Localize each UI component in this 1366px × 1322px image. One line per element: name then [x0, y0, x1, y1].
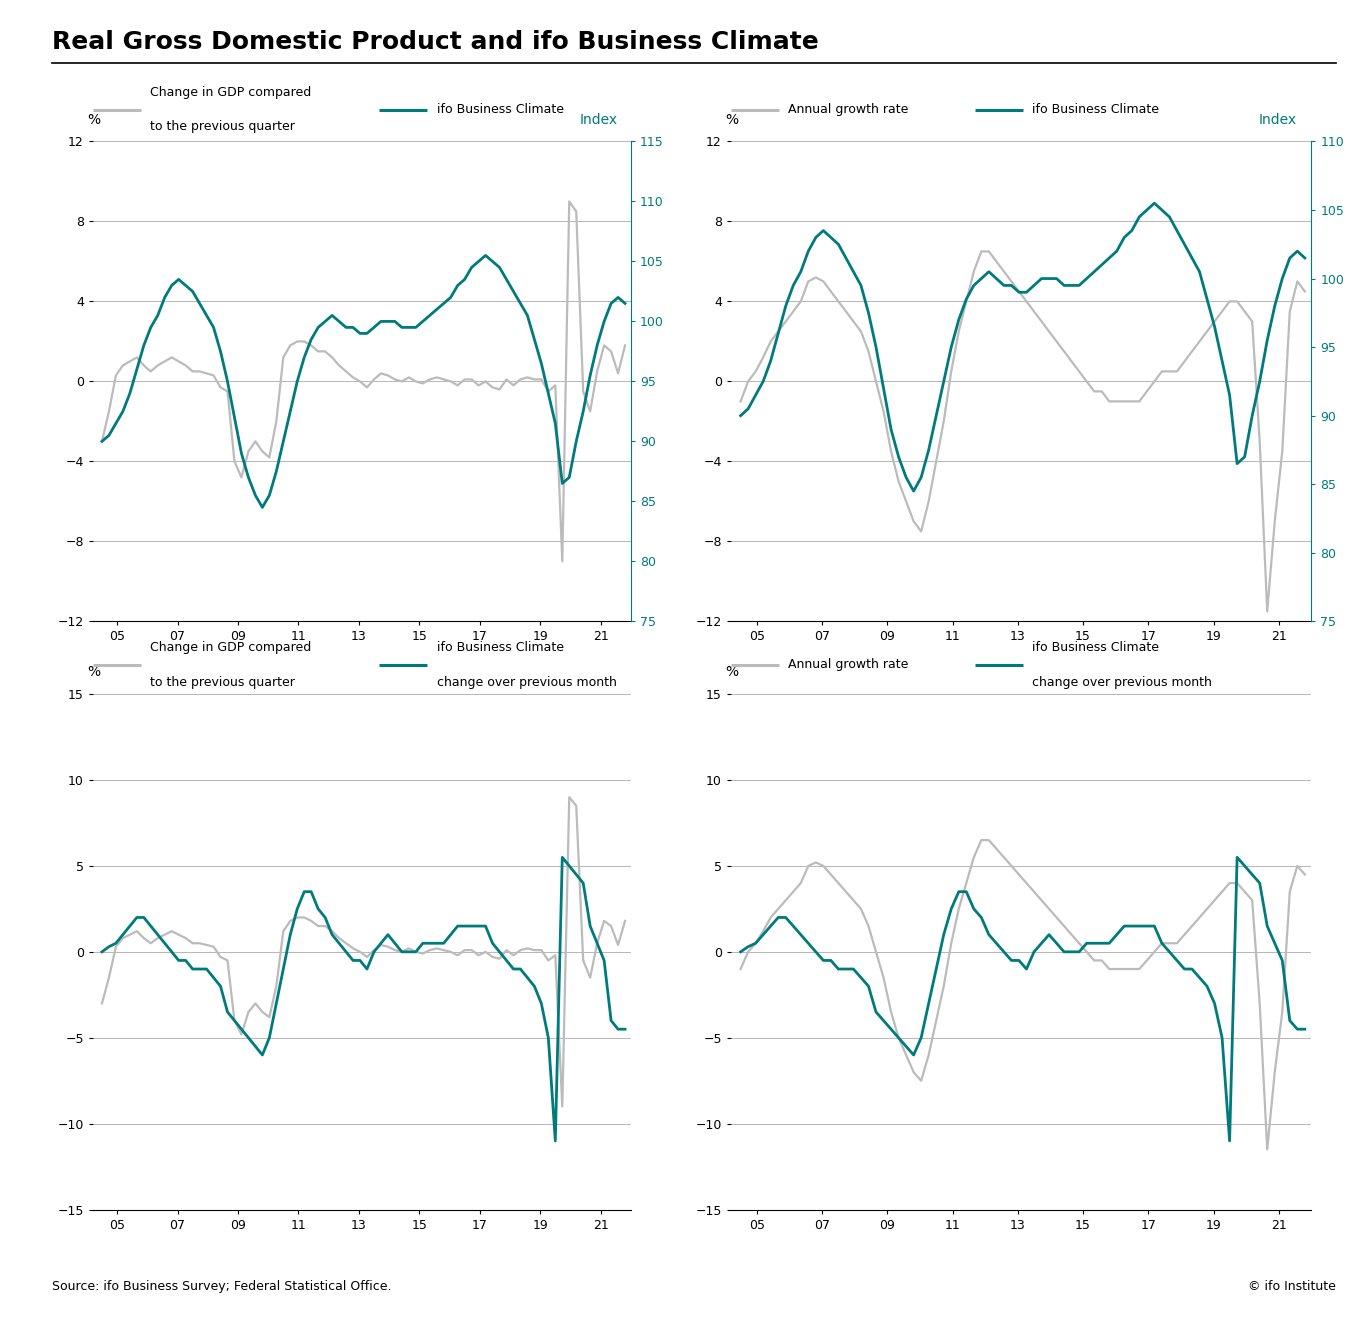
Text: Source: ifo Business Survey; Federal Statistical Office.: Source: ifo Business Survey; Federal Sta… — [52, 1280, 392, 1293]
Text: Annual growth rate: Annual growth rate — [788, 658, 908, 672]
Text: %: % — [725, 665, 738, 678]
Text: to the previous quarter: to the previous quarter — [150, 120, 295, 134]
Text: change over previous month: change over previous month — [437, 676, 616, 689]
Text: Change in GDP compared: Change in GDP compared — [150, 86, 311, 99]
Text: Change in GDP compared: Change in GDP compared — [150, 641, 311, 654]
Text: %: % — [725, 114, 738, 127]
Text: ifo Business Climate: ifo Business Climate — [437, 103, 564, 116]
Text: ifo Business Climate: ifo Business Climate — [1033, 641, 1160, 654]
Text: Index: Index — [579, 114, 617, 127]
Text: to the previous quarter: to the previous quarter — [150, 676, 295, 689]
Text: change over previous month: change over previous month — [1033, 676, 1212, 689]
Text: %: % — [87, 665, 101, 678]
Text: Annual growth rate: Annual growth rate — [788, 103, 908, 116]
Text: ifo Business Climate: ifo Business Climate — [437, 641, 564, 654]
Text: © ifo Institute: © ifo Institute — [1249, 1280, 1336, 1293]
Text: ifo Business Climate: ifo Business Climate — [1033, 103, 1160, 116]
Text: Real Gross Domestic Product and ifo Business Climate: Real Gross Domestic Product and ifo Busi… — [52, 30, 818, 54]
Text: Index: Index — [1258, 114, 1296, 127]
Text: %: % — [87, 114, 101, 127]
